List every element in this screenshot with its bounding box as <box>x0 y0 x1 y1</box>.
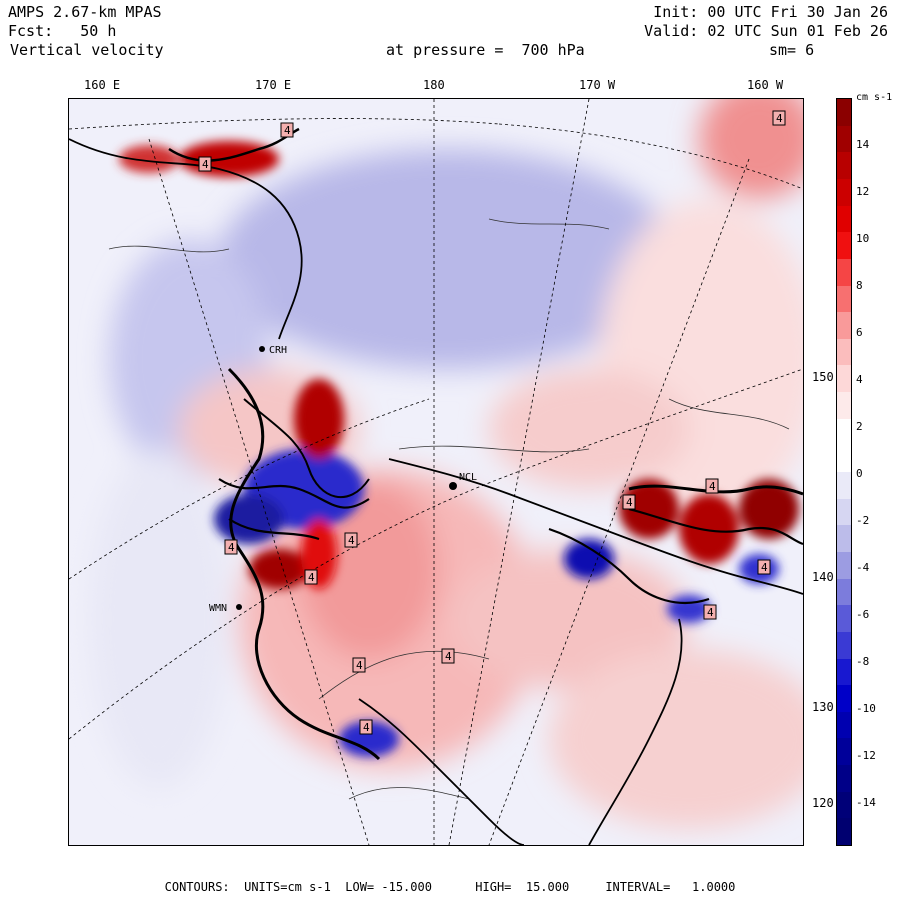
colorbar-segment <box>837 285 851 313</box>
colorbar-segment <box>837 205 851 233</box>
lon-label-160e: 160 E <box>84 78 121 92</box>
station-markers: CRH NCL WMN <box>209 345 477 614</box>
dense-contours <box>168 127 803 761</box>
colorbar-tick-label: 4 <box>856 373 863 386</box>
svg-text:4: 4 <box>308 571 315 584</box>
colorbar-segment <box>837 472 851 500</box>
colorbar-segment <box>837 338 851 366</box>
colorbar-units: cm s-1 <box>856 92 893 103</box>
station-label-crh: CRH <box>269 345 287 356</box>
svg-text:4: 4 <box>348 534 355 547</box>
colorbar-segment <box>837 418 851 446</box>
colorbar-segment <box>837 765 851 793</box>
svg-text:4: 4 <box>709 480 716 493</box>
colorbar-tick-label: -4 <box>856 561 870 574</box>
colorbar-segment <box>837 791 851 819</box>
smoothing-value: sm= 6 <box>769 41 815 59</box>
lon-label-170w: 170 W <box>579 78 616 92</box>
model-title: AMPS 2.67-km MPAS <box>8 3 162 21</box>
field-name: Vertical velocity <box>10 41 164 59</box>
colorbar-segment <box>837 152 851 180</box>
colorbar-tick-label: 8 <box>856 279 863 292</box>
station-label-ncl: NCL <box>459 472 477 483</box>
colorbar <box>836 98 852 846</box>
thin-contours <box>108 218 790 800</box>
svg-text:4: 4 <box>445 650 452 663</box>
pressure-level: at pressure = 700 hPa <box>386 41 585 59</box>
colorbar-tick-label: 6 <box>856 326 863 339</box>
colorbar-tick-label: 14 <box>856 138 870 151</box>
colorbar-segment <box>837 525 851 553</box>
colorbar-tick-label: -14 <box>856 796 876 809</box>
lon-label-180: 180 <box>423 78 445 92</box>
valid-time: Valid: 02 UTC Sun 01 Feb 26 <box>644 22 888 40</box>
contour-labels: 4 4 4 4 4 4 4 4 4 4 4 4 4 <box>198 110 786 735</box>
colorbar-segment <box>837 498 851 526</box>
graticule <box>69 99 803 845</box>
svg-text:4: 4 <box>228 541 235 554</box>
lon-label-160w: 160 W <box>747 78 784 92</box>
colorbar-segment <box>837 392 851 420</box>
colorbar-segment <box>837 365 851 393</box>
colorbar-segment <box>837 99 851 127</box>
colorbar-segment <box>837 178 851 207</box>
coastline <box>69 138 803 845</box>
svg-text:4: 4 <box>284 124 291 137</box>
colorbar-tick-label: -6 <box>856 608 870 621</box>
colorbar-tick-label: -2 <box>856 514 870 527</box>
colorbar-segment <box>837 258 851 286</box>
colorbar-tick-label: -10 <box>856 702 876 715</box>
colorbar-segment <box>837 738 851 766</box>
colorbar-segment <box>837 818 851 846</box>
init-time: Init: 00 UTC Fri 30 Jan 26 <box>653 3 888 21</box>
colorbar-segment <box>837 445 851 473</box>
colorbar-segment <box>837 685 851 713</box>
colorbar-tick-label: 0 <box>856 467 863 480</box>
colorbar-tick-label: -8 <box>856 655 870 668</box>
vertical-velocity-map: CRH NCL WMN 4 4 4 4 4 4 4 4 4 4 4 4 4 <box>69 99 803 845</box>
forecast-hour: Fcst: 50 h <box>8 22 117 40</box>
colorbar-segment <box>837 631 851 659</box>
colorbar-segment <box>837 551 851 580</box>
svg-text:4: 4 <box>363 721 370 734</box>
map-panel: CRH NCL WMN 4 4 4 4 4 4 4 4 4 4 4 4 4 <box>68 98 804 846</box>
colorbar-segment <box>837 711 851 739</box>
colorbar-tick-label: 2 <box>856 420 863 433</box>
svg-text:4: 4 <box>202 158 209 171</box>
svg-text:4: 4 <box>707 606 714 619</box>
colorbar-segment <box>837 125 851 153</box>
svg-text:4: 4 <box>776 112 783 125</box>
station-label-wmn: WMN <box>209 603 227 614</box>
svg-text:4: 4 <box>626 496 633 509</box>
colorbar-tick-label: -12 <box>856 749 876 762</box>
contour-info: CONTOURS: UNITS=cm s-1 LOW= -15.000 HIGH… <box>164 880 736 894</box>
svg-text:4: 4 <box>761 561 768 574</box>
colorbar-segment <box>837 605 851 633</box>
colorbar-segment <box>837 312 851 340</box>
colorbar-segment <box>837 232 851 260</box>
lon-label-170e: 170 E <box>255 78 292 92</box>
svg-text:4: 4 <box>356 659 363 672</box>
colorbar-segment <box>837 578 851 606</box>
colorbar-tick-label: 12 <box>856 185 870 198</box>
colorbar-segment <box>837 658 851 686</box>
colorbar-tick-label: 10 <box>856 232 870 245</box>
